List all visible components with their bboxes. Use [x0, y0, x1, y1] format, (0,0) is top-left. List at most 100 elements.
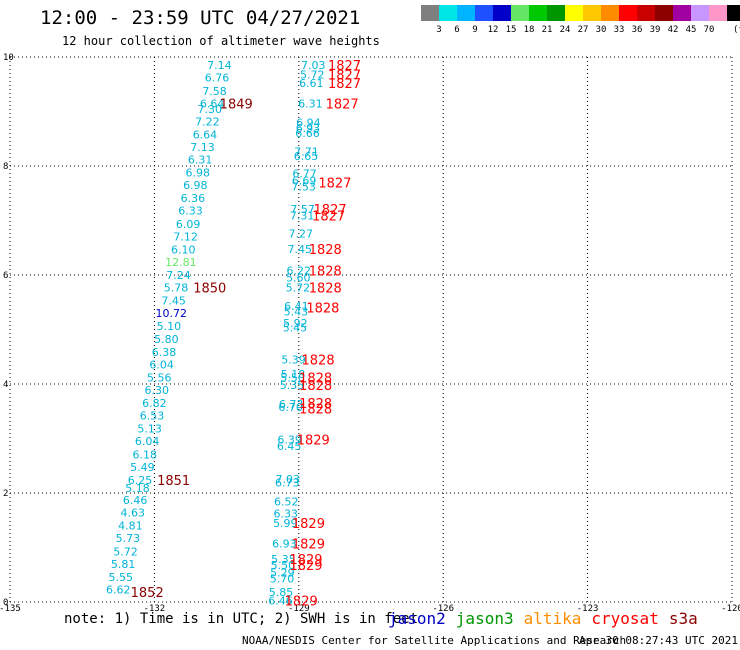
wave-height-point: 5.10 — [157, 320, 182, 333]
wave-height-point: 7.14 — [207, 59, 232, 72]
track-time-label: 1829 — [297, 434, 330, 449]
mission-legend-item: s3a — [668, 609, 698, 628]
wave-height-point: 5.78 — [164, 282, 189, 295]
wave-height-point: 6.82 — [142, 397, 167, 410]
legend-swatch — [547, 5, 565, 21]
track-time-label: 1827 — [328, 59, 361, 74]
mission-legend-item: jason2 — [388, 609, 446, 628]
wave-height-point: 5.73 — [116, 532, 141, 545]
wave-height-point: 5.35 — [271, 553, 296, 566]
track-time-label: 1827 — [326, 97, 359, 112]
legend-swatch — [475, 5, 493, 21]
wave-height-point: 12.81 — [165, 256, 197, 269]
wave-height-point: 5.45 — [283, 321, 308, 334]
legend-swatch — [637, 5, 655, 21]
legend-tick-label: 36 — [631, 25, 643, 35]
wave-height-point: 6.31 — [298, 97, 323, 110]
y-tick-label: 8 — [3, 162, 8, 172]
wave-height-point: 5.29 — [270, 567, 295, 580]
track-time-label: 1828 — [299, 371, 332, 386]
wave-height-point: 6.65 — [294, 150, 319, 163]
wave-height-point: 7.24 — [166, 269, 191, 282]
wave-height-point: 6.73 — [279, 398, 304, 411]
legend-swatch — [493, 5, 511, 21]
y-tick-label: 2 — [3, 489, 8, 499]
wave-height-point: 6.98 — [183, 179, 208, 192]
track-time-label: 1828 — [309, 282, 342, 297]
wave-height-point: 6.33 — [274, 508, 299, 521]
track-time-label: 1829 — [289, 559, 322, 574]
wave-height-point: 6.70 — [278, 401, 303, 414]
legend-swatch — [691, 5, 709, 21]
wave-height-point: 6.98 — [185, 167, 210, 180]
wave-height-point: 5.72 — [286, 282, 311, 295]
wave-height-point: 5.99 — [273, 517, 298, 530]
legend-swatch — [565, 5, 583, 21]
legend-tick-label: 42 — [667, 25, 679, 35]
x-tick-label: -135 — [0, 604, 21, 614]
legend-swatch — [727, 5, 740, 21]
track-time-label: 1827 — [328, 77, 361, 92]
track-time-label: 1829 — [292, 538, 325, 553]
wave-height-point: 7.13 — [190, 141, 215, 154]
x-tick-label: -120 — [721, 604, 740, 614]
track-time-label: 1849 — [220, 97, 253, 112]
x-tick-label: -126 — [432, 604, 454, 614]
legend-tick-label: 24 — [559, 25, 571, 35]
track-time-label: 1852 — [131, 586, 164, 601]
legend-unit-label: (ft) — [733, 25, 740, 35]
legend-swatch — [439, 5, 457, 21]
legend-tick-label: 15 — [505, 25, 517, 35]
wave-height-point: 5.85 — [269, 586, 294, 599]
wave-height-point: 6.62 — [106, 583, 131, 596]
legend-tick-label: 39 — [649, 25, 661, 35]
legend-swatch — [529, 5, 547, 21]
legend-swatch — [421, 5, 439, 21]
wave-height-point: 6.45 — [277, 440, 302, 453]
x-tick-label: -129 — [288, 604, 310, 614]
track-time-label: 1828 — [302, 353, 335, 368]
wave-height-point: 6.77 — [292, 168, 317, 181]
track-time-label: 1828 — [299, 379, 332, 394]
track-time-label: 1827 — [318, 176, 351, 191]
wave-height-point: 4.63 — [120, 507, 145, 520]
wave-height-point: 5.72 — [113, 545, 138, 558]
chart-subtitle: 12 hour collection of altimeter wave hei… — [62, 34, 380, 48]
wave-height-point: 5.56 — [147, 371, 172, 384]
legend-tick-label: 18 — [523, 25, 535, 35]
wave-height-point: 5.50 — [271, 559, 296, 572]
wave-height-point: 7.27 — [288, 228, 313, 241]
wave-height-point: 6.38 — [152, 346, 177, 359]
wave-height-point: 6.93 — [272, 538, 297, 551]
legend-swatch — [673, 5, 691, 21]
legend-tick-label: 33 — [613, 25, 625, 35]
legend-swatch — [457, 5, 475, 21]
wave-height-point: 5.18 — [125, 482, 150, 495]
wave-height-point: 6.66 — [295, 127, 320, 140]
wave-height-point: 5.18 — [281, 368, 306, 381]
track-time-label: 1850 — [193, 282, 226, 297]
mission-legend: jason2 jason3 altika cryosat s3a — [388, 609, 708, 628]
wave-height-point: 7.57 — [290, 203, 315, 216]
wave-height-point: 7.58 — [202, 85, 227, 98]
track-time-label: 1828 — [309, 265, 342, 280]
wave-height-point: 5.70 — [270, 573, 295, 586]
wave-height-point: 6.46 — [123, 494, 148, 507]
wave-height-point: 7.53 — [291, 181, 316, 194]
wave-height-point: 6.93 — [296, 122, 321, 135]
wave-height-point: 6.31 — [188, 153, 213, 166]
track-time-label: 1829 — [292, 517, 325, 532]
legend-tick-label: 30 — [595, 25, 607, 35]
legend-tick-label: 21 — [541, 25, 553, 35]
wave-height-point: 6.10 — [171, 243, 196, 256]
wave-height-point: 5.49 — [130, 461, 155, 474]
wave-height-point: 7.22 — [195, 115, 220, 128]
legend-swatch — [655, 5, 673, 21]
wave-height-point: 5.60 — [286, 272, 311, 285]
wave-height-point: 6.76 — [205, 72, 230, 85]
track-time-label: 1827 — [312, 210, 345, 225]
wave-height-point: 10.72 — [155, 307, 187, 320]
legend-swatch — [619, 5, 637, 21]
legend-tick-label: 6 — [454, 25, 460, 35]
wave-height-point: 6.73 — [275, 477, 300, 490]
